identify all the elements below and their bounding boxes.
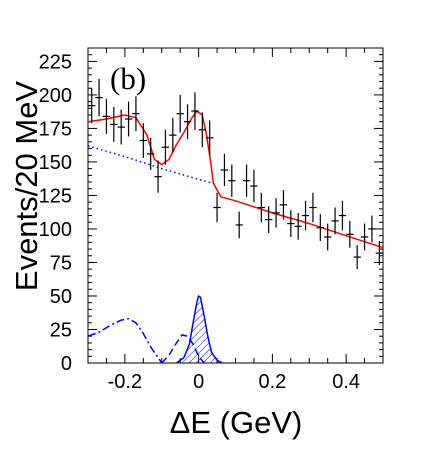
- y-axis-title: Events/20 MeV: [9, 81, 44, 292]
- y-tick-label: 25: [50, 319, 72, 341]
- data-point: [176, 94, 184, 133]
- curve-solid: [176, 295, 223, 363]
- data-point: [316, 214, 324, 242]
- data-point: [139, 123, 147, 158]
- data-points: [88, 78, 383, 270]
- data-point: [124, 101, 133, 137]
- data-point: [161, 129, 170, 165]
- data-point: [88, 88, 96, 124]
- data-point: [353, 245, 361, 270]
- data-point: [183, 104, 192, 140]
- data-point: [360, 223, 369, 251]
- data-point: [375, 241, 383, 266]
- x-tick-label: 0: [193, 371, 204, 393]
- y-tick-label: 125: [39, 185, 72, 207]
- y-axis: 0 25 50 75 100 125 150 175 200 225: [39, 51, 383, 375]
- data-point: [287, 210, 295, 237]
- data-point: [220, 153, 229, 187]
- data-point: [228, 164, 236, 197]
- data-point: [257, 192, 265, 223]
- data-point: [346, 220, 354, 248]
- y-tick-label: 100: [39, 219, 72, 241]
- data-point: [279, 190, 288, 220]
- y-tick-label: 75: [50, 252, 72, 274]
- y-tick-label: 225: [39, 51, 72, 73]
- y-tick-label: 150: [39, 152, 72, 174]
- data-point: [294, 212, 302, 240]
- data-point: [110, 106, 118, 142]
- curve-solid: [88, 110, 383, 249]
- x-tick-label: 0.2: [258, 371, 286, 393]
- data-point: [132, 96, 140, 132]
- panel-label: (b): [110, 61, 146, 96]
- y-tick-label: 200: [39, 85, 72, 107]
- data-point: [242, 164, 251, 197]
- x-tick-label: 0.4: [332, 371, 360, 393]
- data-point: [309, 192, 317, 223]
- data-point: [301, 200, 310, 231]
- data-point: [235, 211, 243, 239]
- data-point: [95, 78, 103, 117]
- data-point: [206, 120, 214, 156]
- data-point: [147, 137, 155, 170]
- data-point: [368, 215, 376, 243]
- data-point: [250, 169, 258, 203]
- data-point: [213, 192, 221, 223]
- data-point: [324, 223, 332, 251]
- signal-hatch-fill: [176, 296, 223, 363]
- data-point: [272, 198, 280, 228]
- curve-dotted: [88, 145, 214, 185]
- data-point: [117, 109, 125, 145]
- y-tick-label: 0: [61, 353, 72, 375]
- data-point: [102, 98, 111, 134]
- data-point: [191, 92, 199, 130]
- data-point: [338, 200, 347, 231]
- data-point: [154, 160, 162, 193]
- y-tick-label: 175: [39, 118, 72, 140]
- fit-curves: [88, 110, 383, 363]
- data-point: [265, 206, 273, 233]
- x-tick-label: -0.2: [108, 371, 142, 393]
- data-point: [169, 117, 177, 153]
- curve-dashdot: [88, 318, 163, 363]
- data-point: [198, 112, 206, 148]
- data-point: [331, 207, 339, 235]
- x-axis-title: ΔE (GeV): [170, 405, 303, 440]
- y-tick-label: 50: [50, 286, 72, 308]
